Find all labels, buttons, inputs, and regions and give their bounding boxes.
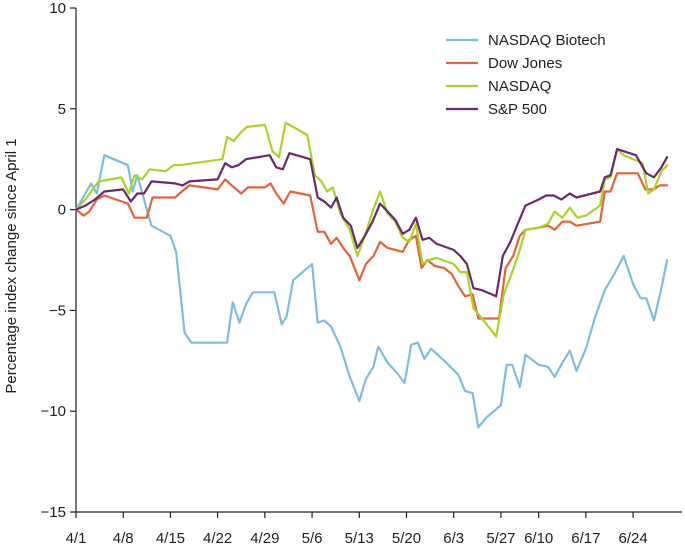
x-tick-label: 6/24: [619, 530, 648, 547]
y-tick-label: 10: [49, 0, 66, 17]
y-tick-label: −5: [49, 302, 66, 319]
x-tick-label: 5/20: [392, 530, 421, 547]
x-tick-label: 5/6: [302, 530, 323, 547]
series-group: [74, 121, 669, 429]
y-axis-title: Percentage index change since April 1: [3, 138, 20, 393]
y-tick-label: −15: [41, 504, 66, 521]
x-tick-label: 4/1: [66, 530, 87, 547]
legend-label-dow-jones: Dow Jones: [488, 55, 562, 72]
legend-label-s-p-500: S&P 500: [488, 101, 547, 118]
series-line-nasdaq-biotech: [74, 154, 669, 429]
y-tick-label: 5: [58, 101, 66, 118]
y-tick-label: −10: [41, 403, 66, 420]
x-tick-label: 4/29: [250, 530, 279, 547]
x-tick-label: 5/27: [486, 530, 515, 547]
series-line-s-p-500: [74, 148, 669, 298]
x-tick-label: 6/3: [443, 530, 464, 547]
series-line-nasdaq: [74, 121, 669, 338]
x-tick-label: 6/10: [524, 530, 553, 547]
legend: NASDAQ Biotech Dow Jones NASDAQ S&P 500: [446, 32, 606, 118]
axes: 10 5 0 −5 −10 −154/1 4/8 4/15 4/22 4/29 5/6 5/13 5/2…: [41, 0, 682, 547]
y-tick-label: 0: [58, 202, 66, 219]
x-tick-label: 4/8: [113, 530, 134, 547]
legend-label-nasdaq: NASDAQ: [488, 78, 551, 95]
x-tick-label: 6/17: [571, 530, 600, 547]
x-tick-label: 5/13: [345, 530, 374, 547]
series-line-dow-jones: [74, 172, 669, 320]
x-tick-label: 4/15: [156, 530, 185, 547]
legend-label-nasdaq-biotech: NASDAQ Biotech: [488, 32, 606, 49]
x-tick-label: 4/22: [203, 530, 232, 547]
